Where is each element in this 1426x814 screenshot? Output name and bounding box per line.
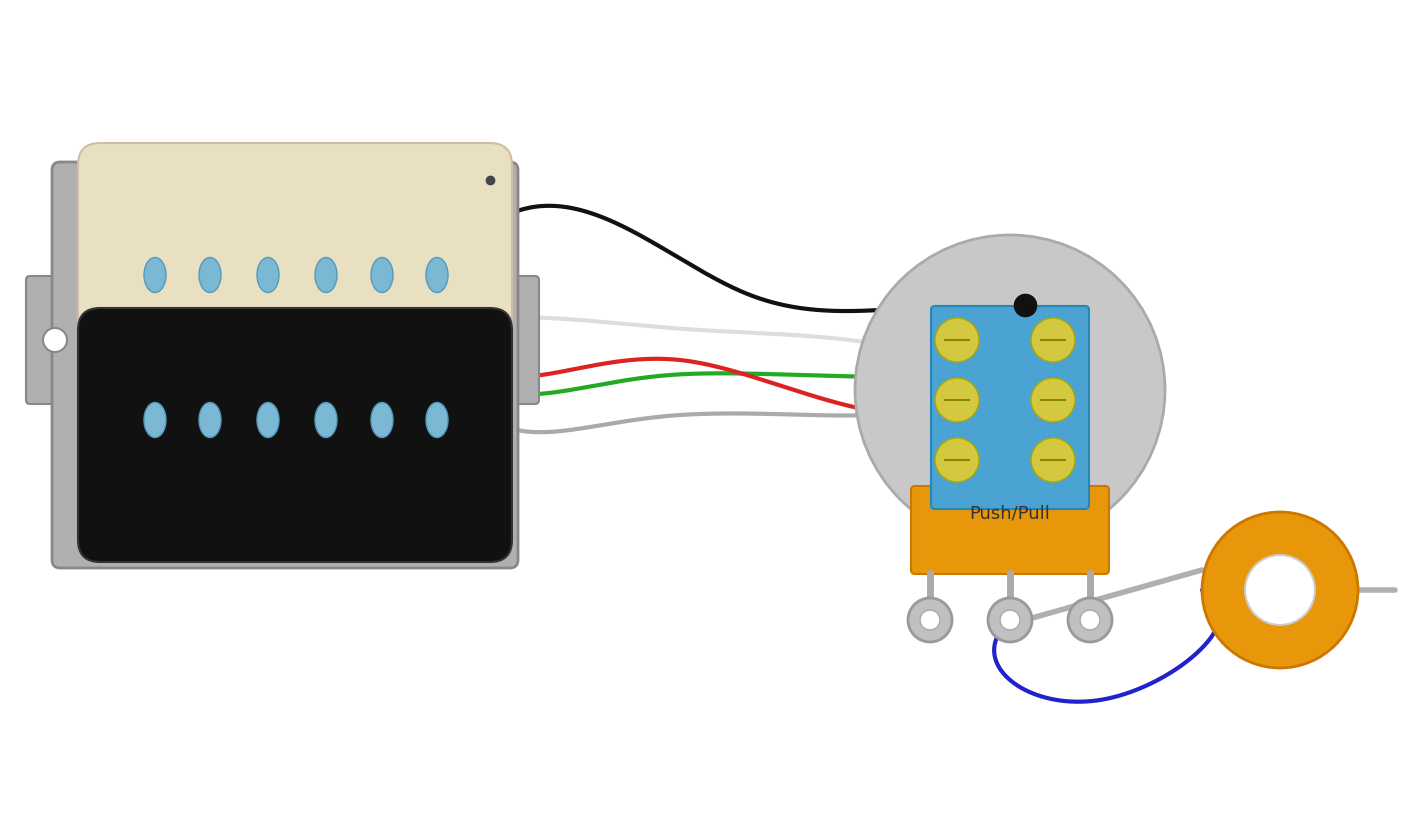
Ellipse shape	[257, 257, 279, 292]
Ellipse shape	[371, 257, 394, 292]
Ellipse shape	[315, 402, 337, 437]
Ellipse shape	[257, 402, 279, 437]
FancyBboxPatch shape	[911, 486, 1109, 574]
Circle shape	[1031, 378, 1075, 422]
Circle shape	[1031, 438, 1075, 482]
Ellipse shape	[315, 257, 337, 292]
Circle shape	[1068, 598, 1112, 642]
Ellipse shape	[200, 402, 221, 437]
Circle shape	[1031, 318, 1075, 362]
FancyBboxPatch shape	[78, 143, 512, 417]
Ellipse shape	[426, 257, 448, 292]
Ellipse shape	[200, 257, 221, 292]
Circle shape	[1245, 555, 1315, 625]
Ellipse shape	[426, 402, 448, 437]
Circle shape	[935, 318, 980, 362]
FancyBboxPatch shape	[51, 162, 518, 568]
FancyBboxPatch shape	[78, 308, 512, 562]
FancyBboxPatch shape	[931, 306, 1089, 509]
Circle shape	[1000, 610, 1020, 630]
Circle shape	[908, 598, 953, 642]
Ellipse shape	[144, 257, 165, 292]
Ellipse shape	[371, 402, 394, 437]
Circle shape	[856, 235, 1165, 545]
Ellipse shape	[144, 402, 165, 437]
Circle shape	[935, 378, 980, 422]
FancyBboxPatch shape	[476, 276, 539, 404]
Circle shape	[988, 598, 1032, 642]
Circle shape	[1079, 610, 1099, 630]
Text: Push/Pull: Push/Pull	[970, 505, 1051, 523]
Circle shape	[920, 610, 940, 630]
Circle shape	[1202, 512, 1358, 668]
FancyBboxPatch shape	[26, 276, 88, 404]
Circle shape	[935, 438, 980, 482]
Circle shape	[43, 328, 67, 352]
